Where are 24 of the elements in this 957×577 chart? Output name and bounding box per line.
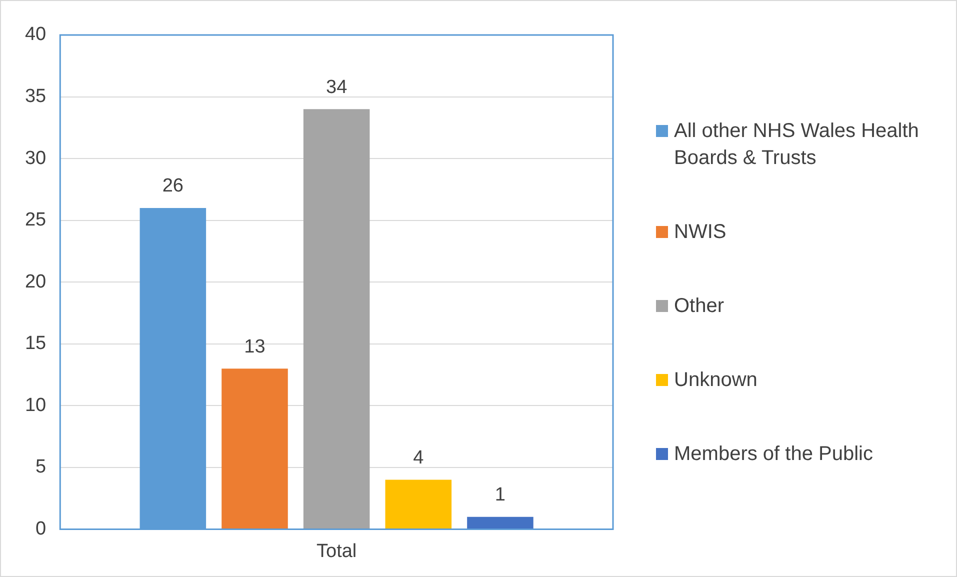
legend-label: Members of the Public bbox=[674, 442, 873, 467]
bar bbox=[467, 516, 534, 529]
data-label: 1 bbox=[494, 484, 506, 506]
data-label: 34 bbox=[326, 76, 348, 98]
x-tick-label: Total bbox=[316, 540, 357, 562]
data-label: 13 bbox=[244, 336, 266, 358]
y-tick-label: 20 bbox=[24, 271, 46, 292]
y-tick-label: 15 bbox=[24, 333, 46, 354]
legend-label: Unknown bbox=[674, 368, 758, 393]
y-tick-label: 10 bbox=[24, 394, 46, 416]
y-tick-label: 30 bbox=[24, 148, 46, 169]
y-tick-label: 40 bbox=[24, 24, 46, 46]
y-tick-label: 5 bbox=[36, 456, 46, 478]
y-tick-label: 0 bbox=[36, 518, 46, 540]
bar bbox=[385, 480, 452, 529]
data-label: 4 bbox=[413, 448, 424, 469]
y-tick-label: 35 bbox=[24, 86, 46, 108]
y-tick-label: 25 bbox=[24, 210, 46, 231]
legend-label: Other bbox=[674, 294, 724, 319]
legend-label: NWIS bbox=[674, 220, 726, 245]
data-label: 26 bbox=[162, 176, 184, 197]
legend-label: All other NHS Wales Health Boards & Trusts bbox=[674, 119, 920, 171]
bar bbox=[222, 368, 288, 529]
bar bbox=[303, 109, 370, 529]
